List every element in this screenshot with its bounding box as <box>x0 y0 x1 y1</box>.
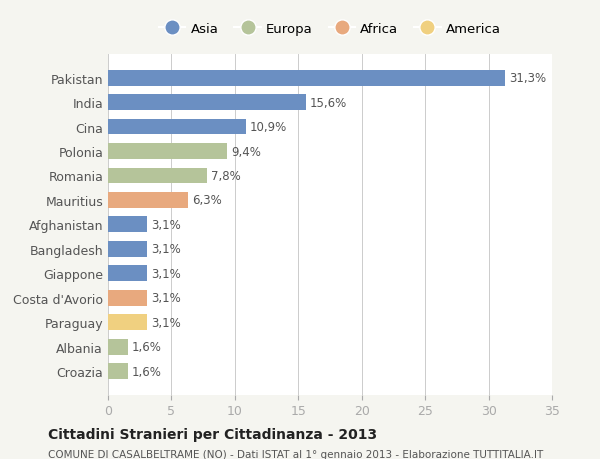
Bar <box>108 364 128 379</box>
Text: 3,1%: 3,1% <box>151 316 181 329</box>
Bar <box>108 168 207 184</box>
Text: 31,3%: 31,3% <box>509 72 546 85</box>
Bar <box>108 241 148 257</box>
Bar <box>108 217 148 233</box>
Text: Cittadini Stranieri per Cittadinanza - 2013: Cittadini Stranieri per Cittadinanza - 2… <box>48 427 377 441</box>
Bar <box>108 290 148 306</box>
Bar <box>108 339 128 355</box>
Text: 7,8%: 7,8% <box>211 170 241 183</box>
Text: 3,1%: 3,1% <box>151 267 181 280</box>
Text: COMUNE DI CASALBELTRAME (NO) - Dati ISTAT al 1° gennaio 2013 - Elaborazione TUTT: COMUNE DI CASALBELTRAME (NO) - Dati ISTA… <box>48 449 543 459</box>
Bar <box>108 71 505 86</box>
Text: 3,1%: 3,1% <box>151 291 181 305</box>
Legend: Asia, Europa, Africa, America: Asia, Europa, Africa, America <box>154 17 506 41</box>
Bar <box>108 144 227 160</box>
Bar <box>108 95 306 111</box>
Bar <box>108 266 148 282</box>
Text: 3,1%: 3,1% <box>151 243 181 256</box>
Bar <box>108 119 246 135</box>
Text: 1,6%: 1,6% <box>132 341 162 353</box>
Text: 3,1%: 3,1% <box>151 218 181 231</box>
Text: 6,3%: 6,3% <box>192 194 221 207</box>
Text: 10,9%: 10,9% <box>250 121 287 134</box>
Bar <box>108 193 188 208</box>
Text: 9,4%: 9,4% <box>231 145 261 158</box>
Text: 15,6%: 15,6% <box>310 96 347 109</box>
Bar <box>108 314 148 330</box>
Text: 1,6%: 1,6% <box>132 365 162 378</box>
